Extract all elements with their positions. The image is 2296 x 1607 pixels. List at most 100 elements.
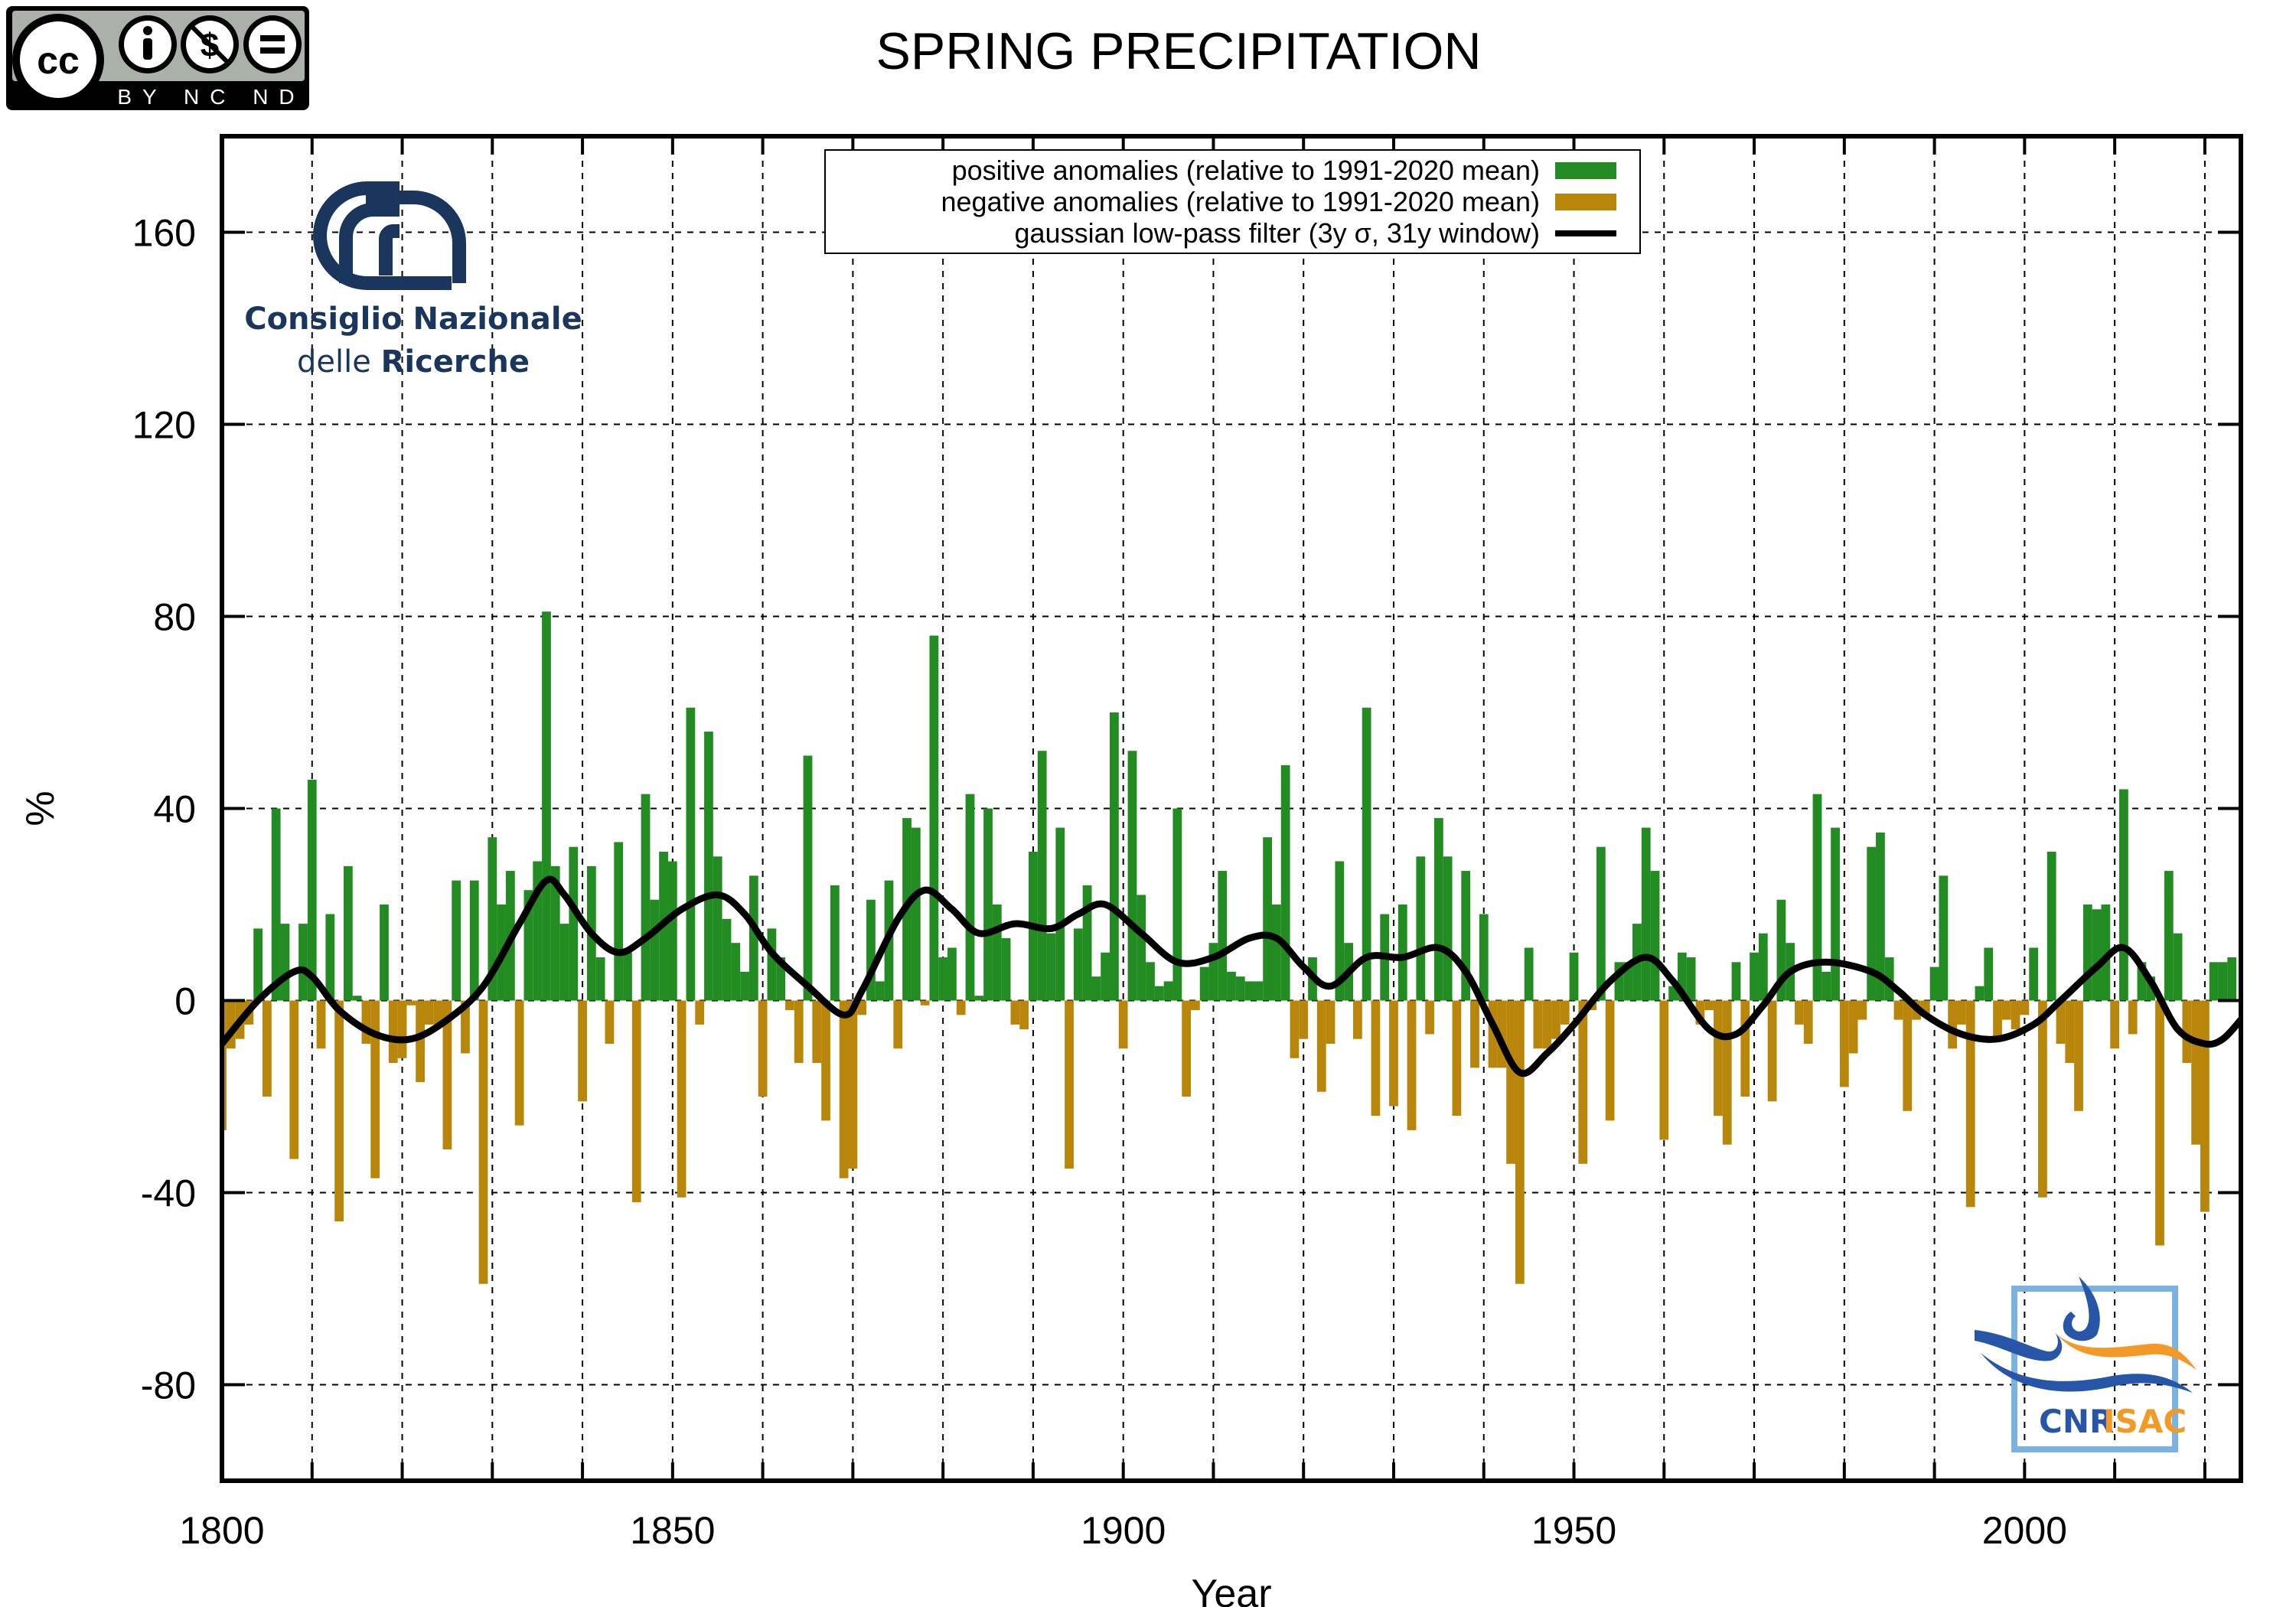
bar-negative bbox=[857, 1000, 867, 1015]
legend-label: positive anomalies (relative to 1991-202… bbox=[951, 155, 1540, 186]
bar-negative bbox=[1560, 1000, 1570, 1025]
bar-positive bbox=[452, 880, 461, 1001]
bar-positive bbox=[1569, 952, 1579, 1001]
bar-negative bbox=[433, 1000, 443, 1025]
bar-positive bbox=[686, 707, 696, 1001]
bar-negative bbox=[1316, 1000, 1326, 1092]
cnr-name-line2: delle Ricerche bbox=[297, 344, 530, 380]
bar-negative bbox=[785, 1000, 794, 1011]
bar-positive bbox=[1731, 962, 1741, 1001]
bar-positive bbox=[569, 846, 579, 1001]
bar-positive bbox=[1362, 707, 1371, 1001]
bar-positive bbox=[623, 952, 632, 1001]
bar-positive bbox=[1831, 827, 1840, 1001]
bar-negative bbox=[812, 1000, 822, 1064]
x-axis-label: Year bbox=[1191, 1572, 1271, 1607]
bar-negative bbox=[1920, 1000, 1930, 1015]
bar-positive bbox=[875, 981, 885, 1001]
bar-positive bbox=[722, 918, 732, 1001]
bar-positive bbox=[965, 794, 975, 1001]
bar-negative bbox=[1578, 1000, 1588, 1164]
bar-positive bbox=[992, 905, 1002, 1001]
bar-negative bbox=[2074, 1000, 2083, 1111]
bar-negative bbox=[956, 1000, 966, 1015]
bar-negative bbox=[821, 1000, 830, 1121]
bar-positive bbox=[1479, 914, 1489, 1001]
bar-negative bbox=[1290, 1000, 1300, 1058]
bar-positive bbox=[1443, 856, 1453, 1001]
x-tick-label: 1900 bbox=[1081, 1509, 1166, 1552]
filter-line bbox=[219, 875, 2244, 1077]
bar-negative bbox=[1659, 1000, 1669, 1140]
bar-negative bbox=[1533, 1000, 1543, 1049]
svg-text:cc: cc bbox=[37, 39, 80, 82]
bar-positive bbox=[2101, 905, 2111, 1001]
bar-positive bbox=[1227, 971, 1236, 1001]
x-tick-label: 2000 bbox=[1982, 1509, 2067, 1552]
bar-positive bbox=[307, 779, 317, 1001]
bar-negative bbox=[289, 1000, 299, 1159]
bar-positive bbox=[929, 635, 939, 1001]
bar-positive bbox=[2092, 909, 2102, 1001]
bar-positive bbox=[1524, 947, 1534, 1001]
bar-negative bbox=[605, 1000, 615, 1044]
bar-negative bbox=[478, 1000, 488, 1284]
bar-positive bbox=[1110, 712, 1119, 1001]
bar-positive bbox=[803, 755, 813, 1001]
bar-negative bbox=[2020, 1000, 2030, 1015]
bar-negative bbox=[1182, 1000, 1192, 1097]
cnr-name-line1: Consiglio Nazionale bbox=[244, 302, 582, 337]
bar-positive bbox=[1082, 885, 1092, 1001]
bar-negative bbox=[1714, 1000, 1723, 1116]
bar-positive bbox=[352, 996, 362, 1001]
bar-negative bbox=[677, 1000, 687, 1198]
cc-license-text: BY NC ND bbox=[117, 85, 305, 109]
isac-text: ISAC bbox=[2103, 1403, 2187, 1440]
bar-positive bbox=[911, 827, 921, 1001]
bar-negative bbox=[1893, 1000, 1903, 1020]
bar-positive bbox=[2137, 962, 2147, 1001]
bar-negative bbox=[1957, 1000, 1966, 1025]
bar-positive bbox=[1668, 986, 1678, 1001]
bar-negative bbox=[920, 1000, 930, 1006]
bar-positive bbox=[1254, 981, 1264, 1001]
bar-positive bbox=[2119, 789, 2128, 1001]
bar-positive bbox=[1776, 899, 1786, 1001]
bar-negative bbox=[1506, 1000, 1515, 1164]
bar-negative bbox=[1948, 1000, 1958, 1049]
bar-positive bbox=[298, 924, 308, 1001]
bar-positive bbox=[253, 928, 263, 1001]
bar-negative bbox=[424, 1000, 434, 1025]
bar-positive bbox=[1596, 846, 1606, 1001]
bar-positive bbox=[1461, 871, 1471, 1001]
chart-title: SPRING PRECIPITATION bbox=[876, 22, 1482, 80]
bar-negative bbox=[848, 1000, 858, 1169]
bar-positive bbox=[1758, 933, 1768, 1001]
bar-positive bbox=[1101, 952, 1110, 1001]
bar-negative bbox=[1695, 1000, 1705, 1025]
bar-positive bbox=[1614, 962, 1624, 1001]
bar-positive bbox=[947, 947, 957, 1001]
bar-negative bbox=[1371, 1000, 1381, 1116]
y-tick-label: 120 bbox=[132, 404, 196, 447]
bar-positive bbox=[1867, 846, 1877, 1001]
bar-negative bbox=[1118, 1000, 1128, 1049]
bar-positive bbox=[1650, 871, 1660, 1001]
bar-negative bbox=[1795, 1000, 1804, 1025]
bar-negative bbox=[1551, 1000, 1561, 1039]
bar-negative bbox=[370, 1000, 380, 1178]
bar-positive bbox=[1146, 962, 1155, 1001]
bar-negative bbox=[1848, 1000, 1858, 1054]
isac-logo: CNR ISAC bbox=[1975, 1270, 2219, 1469]
bar-negative bbox=[2056, 1000, 2066, 1044]
bar-negative bbox=[758, 1000, 768, 1097]
bar-positive bbox=[748, 875, 758, 1001]
bar-negative bbox=[1993, 1000, 2002, 1039]
bar-negative bbox=[2110, 1000, 2120, 1049]
bar-negative bbox=[416, 1000, 425, 1083]
bar-positive bbox=[1280, 765, 1290, 1001]
bar-positive bbox=[1091, 976, 1101, 1001]
bar-negative bbox=[1767, 1000, 1777, 1102]
bar-negative bbox=[794, 1000, 804, 1064]
bar-negative bbox=[578, 1000, 587, 1102]
